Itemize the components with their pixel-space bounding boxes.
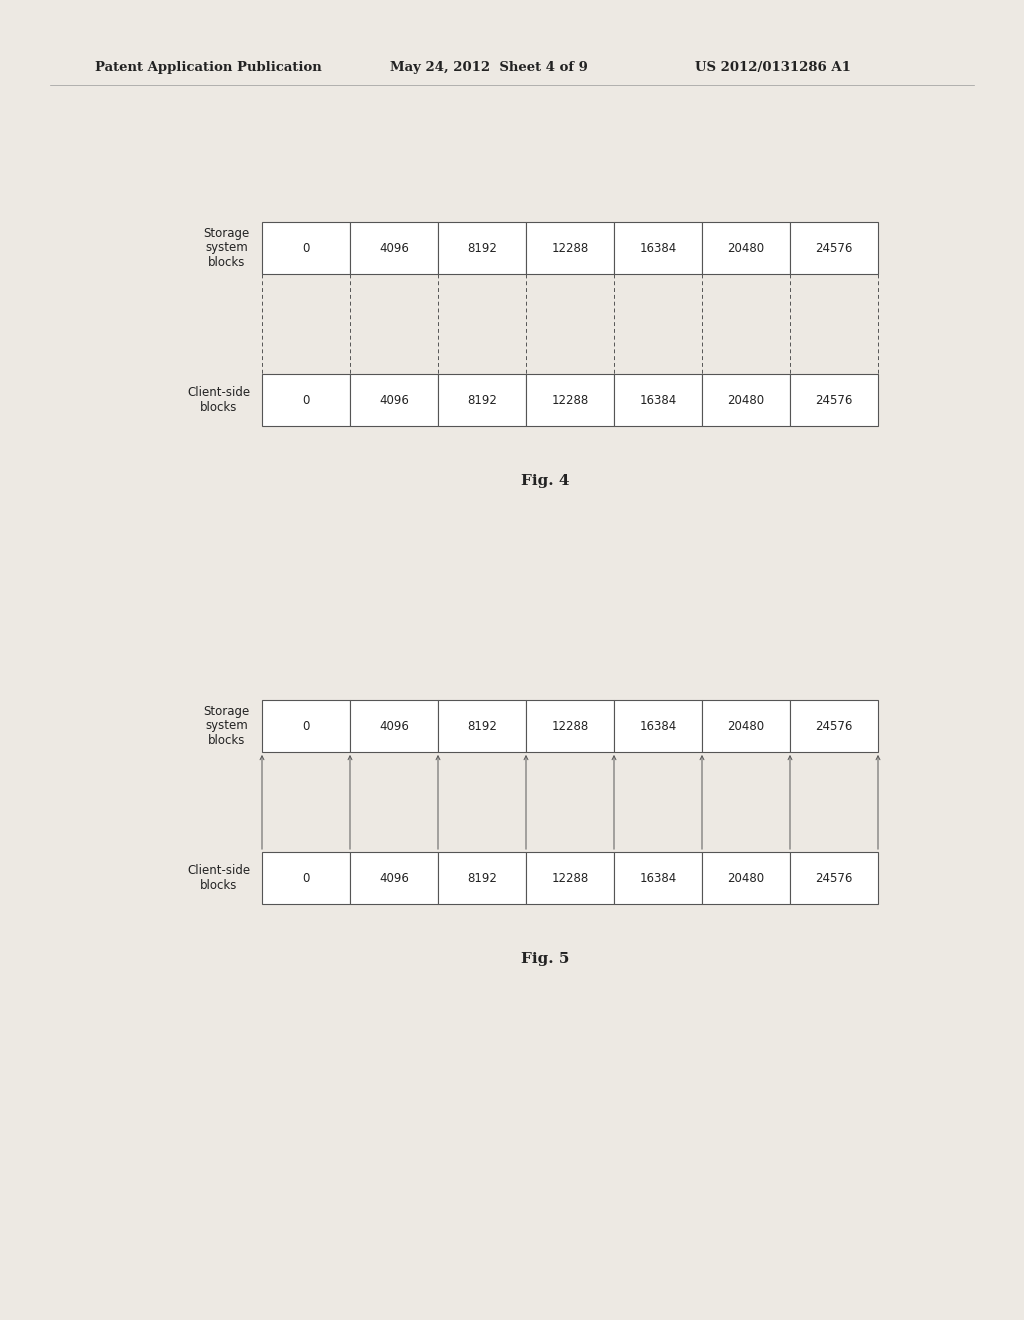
Bar (614, 222, 702, 275)
Text: 0: 0 (302, 719, 309, 733)
Text: 16384: 16384 (639, 719, 677, 733)
Bar (526, 700, 614, 752)
Bar (614, 700, 702, 752)
Text: 4096: 4096 (379, 242, 409, 255)
Text: 16384: 16384 (639, 242, 677, 255)
Text: Client-side
blocks: Client-side blocks (186, 865, 250, 892)
Text: 8192: 8192 (467, 719, 497, 733)
Text: 8192: 8192 (467, 393, 497, 407)
Text: 24576: 24576 (815, 871, 853, 884)
Text: 4096: 4096 (379, 871, 409, 884)
Bar (790, 222, 878, 275)
Bar (262, 222, 350, 275)
Bar (526, 851, 614, 904)
Text: Storage
system
blocks: Storage system blocks (204, 227, 250, 269)
Bar (790, 700, 878, 752)
Text: Storage
system
blocks: Storage system blocks (204, 705, 250, 747)
Text: 8192: 8192 (467, 871, 497, 884)
Text: 8192: 8192 (467, 242, 497, 255)
Bar (438, 374, 526, 426)
Text: 24576: 24576 (815, 719, 853, 733)
Text: 20480: 20480 (727, 393, 765, 407)
Bar (526, 374, 614, 426)
Text: Patent Application Publication: Patent Application Publication (95, 62, 322, 74)
Bar (438, 222, 526, 275)
Bar (614, 374, 702, 426)
Bar (702, 374, 790, 426)
Text: May 24, 2012  Sheet 4 of 9: May 24, 2012 Sheet 4 of 9 (390, 62, 588, 74)
Text: 20480: 20480 (727, 871, 765, 884)
Text: 24576: 24576 (815, 242, 853, 255)
Text: 20480: 20480 (727, 719, 765, 733)
Text: Fig. 4: Fig. 4 (521, 474, 569, 488)
Bar (262, 374, 350, 426)
Text: 12288: 12288 (551, 242, 589, 255)
Bar (350, 222, 438, 275)
Text: 12288: 12288 (551, 719, 589, 733)
Text: 0: 0 (302, 393, 309, 407)
Bar (350, 851, 438, 904)
Text: 0: 0 (302, 242, 309, 255)
Bar (614, 851, 702, 904)
Text: 16384: 16384 (639, 393, 677, 407)
Bar (790, 851, 878, 904)
Bar (702, 222, 790, 275)
Bar (790, 374, 878, 426)
Text: 24576: 24576 (815, 393, 853, 407)
Bar (438, 700, 526, 752)
Text: 0: 0 (302, 871, 309, 884)
Text: Fig. 5: Fig. 5 (521, 952, 569, 966)
Text: 4096: 4096 (379, 393, 409, 407)
Text: 20480: 20480 (727, 242, 765, 255)
Bar (350, 700, 438, 752)
Bar (702, 851, 790, 904)
Bar (702, 700, 790, 752)
Bar (350, 374, 438, 426)
Bar (526, 222, 614, 275)
Text: US 2012/0131286 A1: US 2012/0131286 A1 (695, 62, 851, 74)
Bar (438, 851, 526, 904)
Text: 4096: 4096 (379, 719, 409, 733)
Text: 16384: 16384 (639, 871, 677, 884)
Bar (262, 851, 350, 904)
Text: 12288: 12288 (551, 393, 589, 407)
Text: 12288: 12288 (551, 871, 589, 884)
Text: Client-side
blocks: Client-side blocks (186, 385, 250, 414)
Bar (262, 700, 350, 752)
